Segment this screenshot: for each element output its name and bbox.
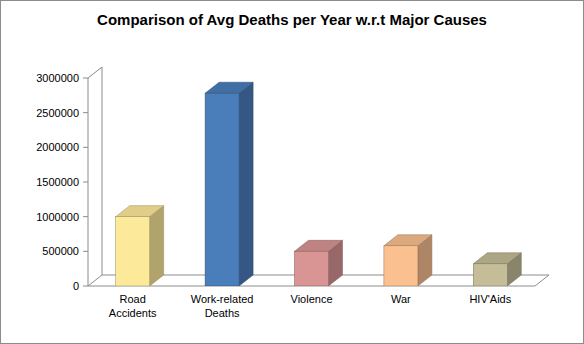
- bar: [205, 93, 239, 286]
- bar: [384, 246, 418, 286]
- x-tick-label-line: Deaths: [205, 307, 240, 319]
- y-tick-label: 2500000: [36, 107, 79, 119]
- y-tick-label: 2000000: [36, 141, 79, 153]
- x-tick-label: Work-related Deaths: [191, 293, 254, 319]
- bar-top: [295, 240, 343, 251]
- y-tick-label: 0: [73, 280, 79, 292]
- y-tick-label: 3000000: [36, 72, 79, 84]
- y-tick-label: 1000000: [36, 211, 79, 223]
- y-tick: [83, 182, 88, 183]
- x-tick-label: HIV'Aids: [469, 293, 511, 305]
- chart-border: [1, 1, 584, 344]
- x-tick-label: Violence: [291, 293, 333, 305]
- wall-edge: [102, 67, 103, 275]
- y-tick: [83, 112, 88, 113]
- x-tick-label: Road Accidents: [109, 293, 157, 319]
- bar: [116, 217, 150, 286]
- bar-top: [205, 82, 253, 93]
- title: Comparison of Avg Deaths per Year w.r.t …: [97, 11, 487, 28]
- bar: [473, 264, 507, 286]
- y-tick: [83, 147, 88, 148]
- x-tick-label-line: War: [391, 293, 411, 305]
- bars: [116, 82, 522, 286]
- y-tick-label: 1500000: [36, 176, 79, 188]
- x-tick-label-line: Road: [120, 293, 146, 305]
- bar: [295, 251, 329, 286]
- bar-side: [239, 82, 253, 286]
- y-tick: [83, 286, 88, 287]
- bar-top: [473, 253, 521, 264]
- y-tick: [83, 78, 88, 79]
- x-tick-label-line: Accidents: [109, 307, 157, 319]
- chart: Comparison of Avg Deaths per Year w.r.t …: [0, 0, 584, 344]
- y-tick: [83, 251, 88, 252]
- x-tick-label-line: HIV'Aids: [469, 293, 511, 305]
- x-tick-label-line: Violence: [291, 293, 333, 305]
- bar-top: [116, 206, 164, 217]
- bar-side: [150, 206, 164, 286]
- bar-top: [384, 235, 432, 246]
- x-tick-label-line: Work-related: [191, 293, 254, 305]
- x-tick-label: War: [391, 293, 411, 305]
- y-tick-label: 500000: [42, 245, 79, 257]
- wall-edge: [88, 67, 102, 78]
- y-tick: [83, 216, 88, 217]
